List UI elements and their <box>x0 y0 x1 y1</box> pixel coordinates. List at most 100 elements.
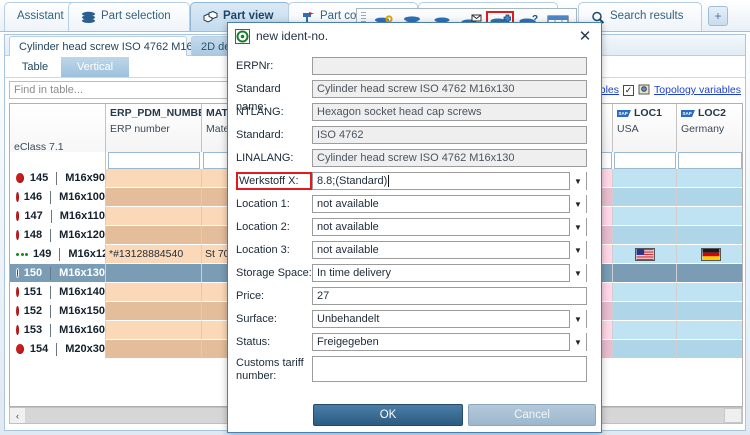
cell-loc1[interactable] <box>613 245 677 264</box>
row-name: M16x160 <box>59 324 105 336</box>
cell-erp-pdm-number[interactable] <box>106 283 202 302</box>
field-storage-space[interactable]: In time delivery ▼ <box>312 264 587 282</box>
field-linalang[interactable]: Cylinder head screw ISO 4762 M16x130 <box>312 149 587 167</box>
topology-variables-checkbox[interactable]: ✓ <box>623 84 635 96</box>
chevron-down-icon[interactable]: ▼ <box>569 195 586 213</box>
row-identity-cell[interactable]: 148 M16x120 <box>10 226 106 245</box>
field-location-3[interactable]: not available ▼ <box>312 241 587 259</box>
cell-loc1[interactable] <box>613 302 677 321</box>
field-price[interactable]: 27 <box>312 287 587 305</box>
chevron-down-icon[interactable]: ▼ <box>569 241 586 259</box>
cell-erp-pdm-number[interactable] <box>106 321 202 340</box>
cell-erp-pdm-number[interactable] <box>106 226 202 245</box>
label-ntlang: NTLANG: <box>236 106 284 118</box>
filter-cell-erp-pdm-number[interactable] <box>108 152 200 169</box>
field-standard[interactable]: ISO 4762 <box>312 126 587 144</box>
cell-loc1[interactable] <box>613 226 677 245</box>
chevron-down-icon[interactable]: ▼ <box>569 172 586 190</box>
row-identity-cell[interactable]: 146 M16x100 <box>10 188 106 207</box>
subtab-table[interactable]: Table <box>9 57 61 77</box>
row-separator <box>56 342 58 356</box>
cell-erp-pdm-number[interactable] <box>106 264 202 283</box>
document-tab-cylinder-head-screw[interactable]: Cylinder head screw ISO 4762 M16x... <box>9 36 207 56</box>
dialog-close-button[interactable]: ✕ <box>578 28 592 45</box>
field-linalang-value: Cylinder head screw ISO 4762 M16x130 <box>317 152 515 164</box>
cell-loc2[interactable] <box>677 302 742 321</box>
filter-cell-loc1[interactable] <box>614 152 676 169</box>
row-identity-cell[interactable]: 154 M20x30 <box>10 340 106 359</box>
add-tab-button[interactable]: + <box>708 6 728 26</box>
field-standard-name[interactable]: Cylinder head screw ISO 4762 M16x130 <box>312 80 587 98</box>
field-ntlang[interactable]: Hexagon socket head cap screws <box>312 103 587 121</box>
chevron-down-icon[interactable]: ▼ <box>569 218 586 236</box>
field-location-2[interactable]: not available ▼ <box>312 218 587 236</box>
cell-erp-pdm-number[interactable] <box>106 169 202 188</box>
cell-erp-pdm-number[interactable]: *#13128884540 <box>106 245 202 264</box>
cell-erp-pdm-number[interactable] <box>106 207 202 226</box>
field-price-value: 27 <box>317 290 330 302</box>
form-row: Price: 27 <box>236 287 595 307</box>
field-erpnr[interactable] <box>312 57 587 75</box>
new-ident-no-dialog: new ident-no. ✕ ERPNr: Standard name: Cyli… <box>227 22 602 433</box>
subtab-vertical[interactable]: Vertical <box>61 57 129 77</box>
tab-part-selection[interactable]: Part selection <box>68 2 190 31</box>
row-identity-cell[interactable]: 153 M16x160 <box>10 321 106 340</box>
cell-loc2[interactable] <box>677 207 742 226</box>
field-surface[interactable]: Unbehandelt ▼ <box>312 310 587 328</box>
row-identity-cell[interactable]: 147 M16x110 <box>10 207 106 226</box>
cell-loc2[interactable] <box>677 188 742 207</box>
row-identity-cell[interactable]: 150 M16x130 <box>10 264 106 283</box>
cell-loc2[interactable] <box>677 245 742 264</box>
form-row: Status: Freigegeben ▼ <box>236 333 595 353</box>
column-header-loc2[interactable]: SAP LOC2 Germany <box>677 104 742 152</box>
topology-variables-link[interactable]: Topology variables <box>654 84 741 96</box>
tab-part-selection-label: Part selection <box>101 10 171 23</box>
field-location-1-value: not available <box>317 198 379 210</box>
field-location-1[interactable]: not available ▼ <box>312 195 587 213</box>
row-name: M16x120 <box>68 248 105 260</box>
row-identity-cell[interactable]: 145 M16x90 <box>10 169 106 188</box>
cell-loc2[interactable] <box>677 283 742 302</box>
row-separator <box>50 209 52 223</box>
cell-erp-pdm-number[interactable] <box>106 302 202 321</box>
chevron-down-icon[interactable]: ▼ <box>569 333 586 351</box>
cell-loc2[interactable] <box>677 226 742 245</box>
column-header-mat-title: MAT_ <box>206 107 234 119</box>
text-cursor <box>388 175 390 187</box>
column-header-loc1-sub: USA <box>617 123 639 135</box>
field-werkstoff-x[interactable]: 8.8;(Standard) ▼ <box>312 172 587 190</box>
field-status[interactable]: Freigegeben ▼ <box>312 333 587 351</box>
column-header-loc1[interactable]: SAP LOC1 USA <box>613 104 677 152</box>
field-customs-tariff-number[interactable] <box>312 356 587 382</box>
scrollbar-thumb[interactable] <box>724 408 742 423</box>
cancel-button[interactable]: Cancel <box>468 404 596 426</box>
chevron-down-icon[interactable]: ▼ <box>569 264 586 282</box>
cell-loc1[interactable] <box>613 340 677 359</box>
row-identity-cell[interactable]: 149 M16x120 <box>10 245 106 264</box>
row-identity-cell[interactable]: 152 M16x150 <box>10 302 106 321</box>
cell-erp-pdm-number[interactable] <box>106 188 202 207</box>
filter-cell-loc2[interactable] <box>678 152 742 169</box>
row-number: 149 <box>33 248 52 260</box>
cell-loc1[interactable] <box>613 169 677 188</box>
scroll-left-arrow[interactable]: ‹ <box>10 408 25 423</box>
cell-erp-pdm-number[interactable] <box>106 340 202 359</box>
cell-loc2[interactable] <box>677 340 742 359</box>
cell-loc1[interactable] <box>613 188 677 207</box>
cell-loc1[interactable] <box>613 283 677 302</box>
ok-button[interactable]: OK <box>313 404 463 426</box>
cell-loc1[interactable] <box>613 264 677 283</box>
cell-loc2[interactable] <box>677 169 742 188</box>
chevron-down-icon[interactable]: ▼ <box>569 310 586 328</box>
cell-loc1[interactable] <box>613 321 677 340</box>
cell-loc1[interactable] <box>613 207 677 226</box>
cell-loc2[interactable] <box>677 264 742 283</box>
status-red-dot <box>16 344 24 354</box>
row-identity-cell[interactable]: 151 M16x140 <box>10 283 106 302</box>
table-row[interactable]: 153 M16x160 <box>10 321 742 340</box>
tab-assistant[interactable]: Assistant <box>4 2 80 31</box>
cell-loc2[interactable] <box>677 321 742 340</box>
